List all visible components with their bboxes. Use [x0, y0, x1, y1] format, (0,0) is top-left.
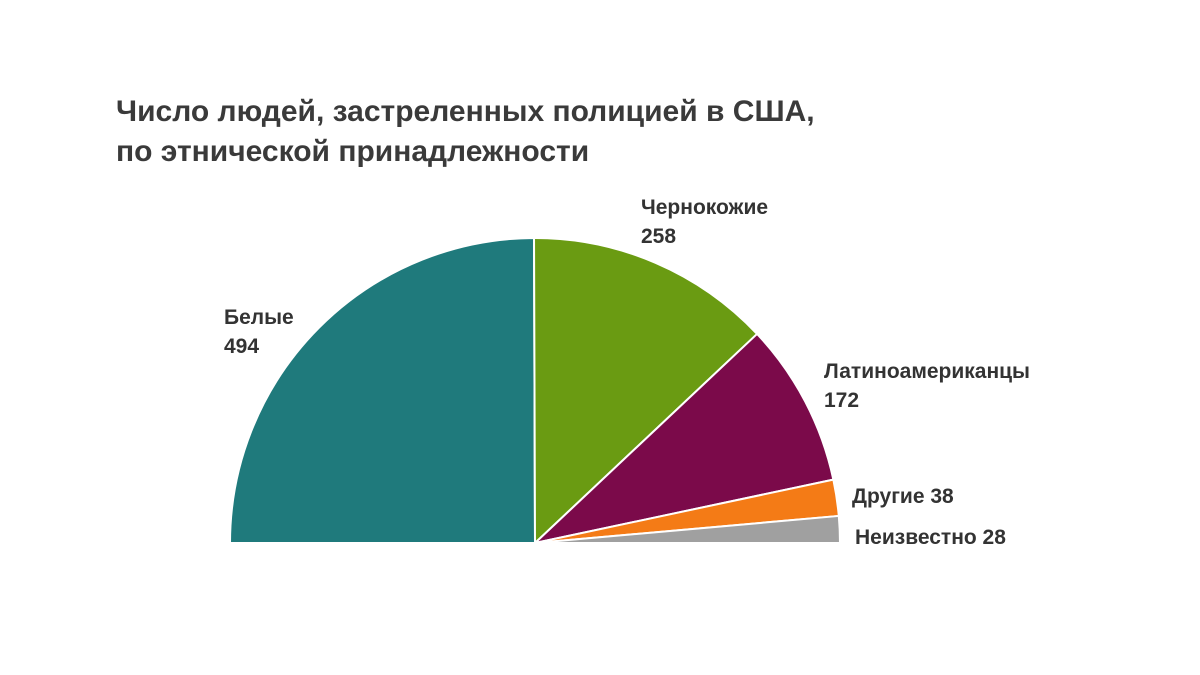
slice-label-2: Латиноамериканцы 172: [824, 360, 1030, 412]
slice-label-0-line-1: 494: [224, 335, 259, 358]
slice-label-2-line-1: 172: [824, 389, 859, 412]
pie-slice-0: [229, 237, 536, 544]
slice-label-4: Неизвестно 28: [855, 526, 1006, 549]
chart-title-line-2: по этнической принадлежности: [116, 135, 590, 168]
slice-label-4-line-0: Неизвестно 28: [855, 526, 1006, 549]
slice-label-2-line-0: Латиноамериканцы: [824, 360, 1030, 383]
pie-slice-4: [534, 514, 842, 544]
slice-label-3-line-0: Другие 38: [852, 485, 954, 508]
slice-label-1: Чернокожие 258: [641, 196, 768, 248]
pie-slice-1: [533, 236, 759, 544]
slice-label-1-line-1: 258: [641, 225, 676, 248]
chart-title: Число людей, застреленных полицией в США…: [116, 92, 1016, 172]
slice-label-0: Белые 494: [224, 306, 294, 358]
slice-label-1-line-0: Чернокожие: [641, 196, 768, 219]
pie-slice-2: [534, 332, 835, 544]
slice-label-0-line-0: Белые: [224, 306, 294, 329]
chart-title-line-1: Число людей, застреленных полицией в США…: [116, 95, 815, 128]
slice-label-3: Другие 38: [852, 485, 954, 508]
